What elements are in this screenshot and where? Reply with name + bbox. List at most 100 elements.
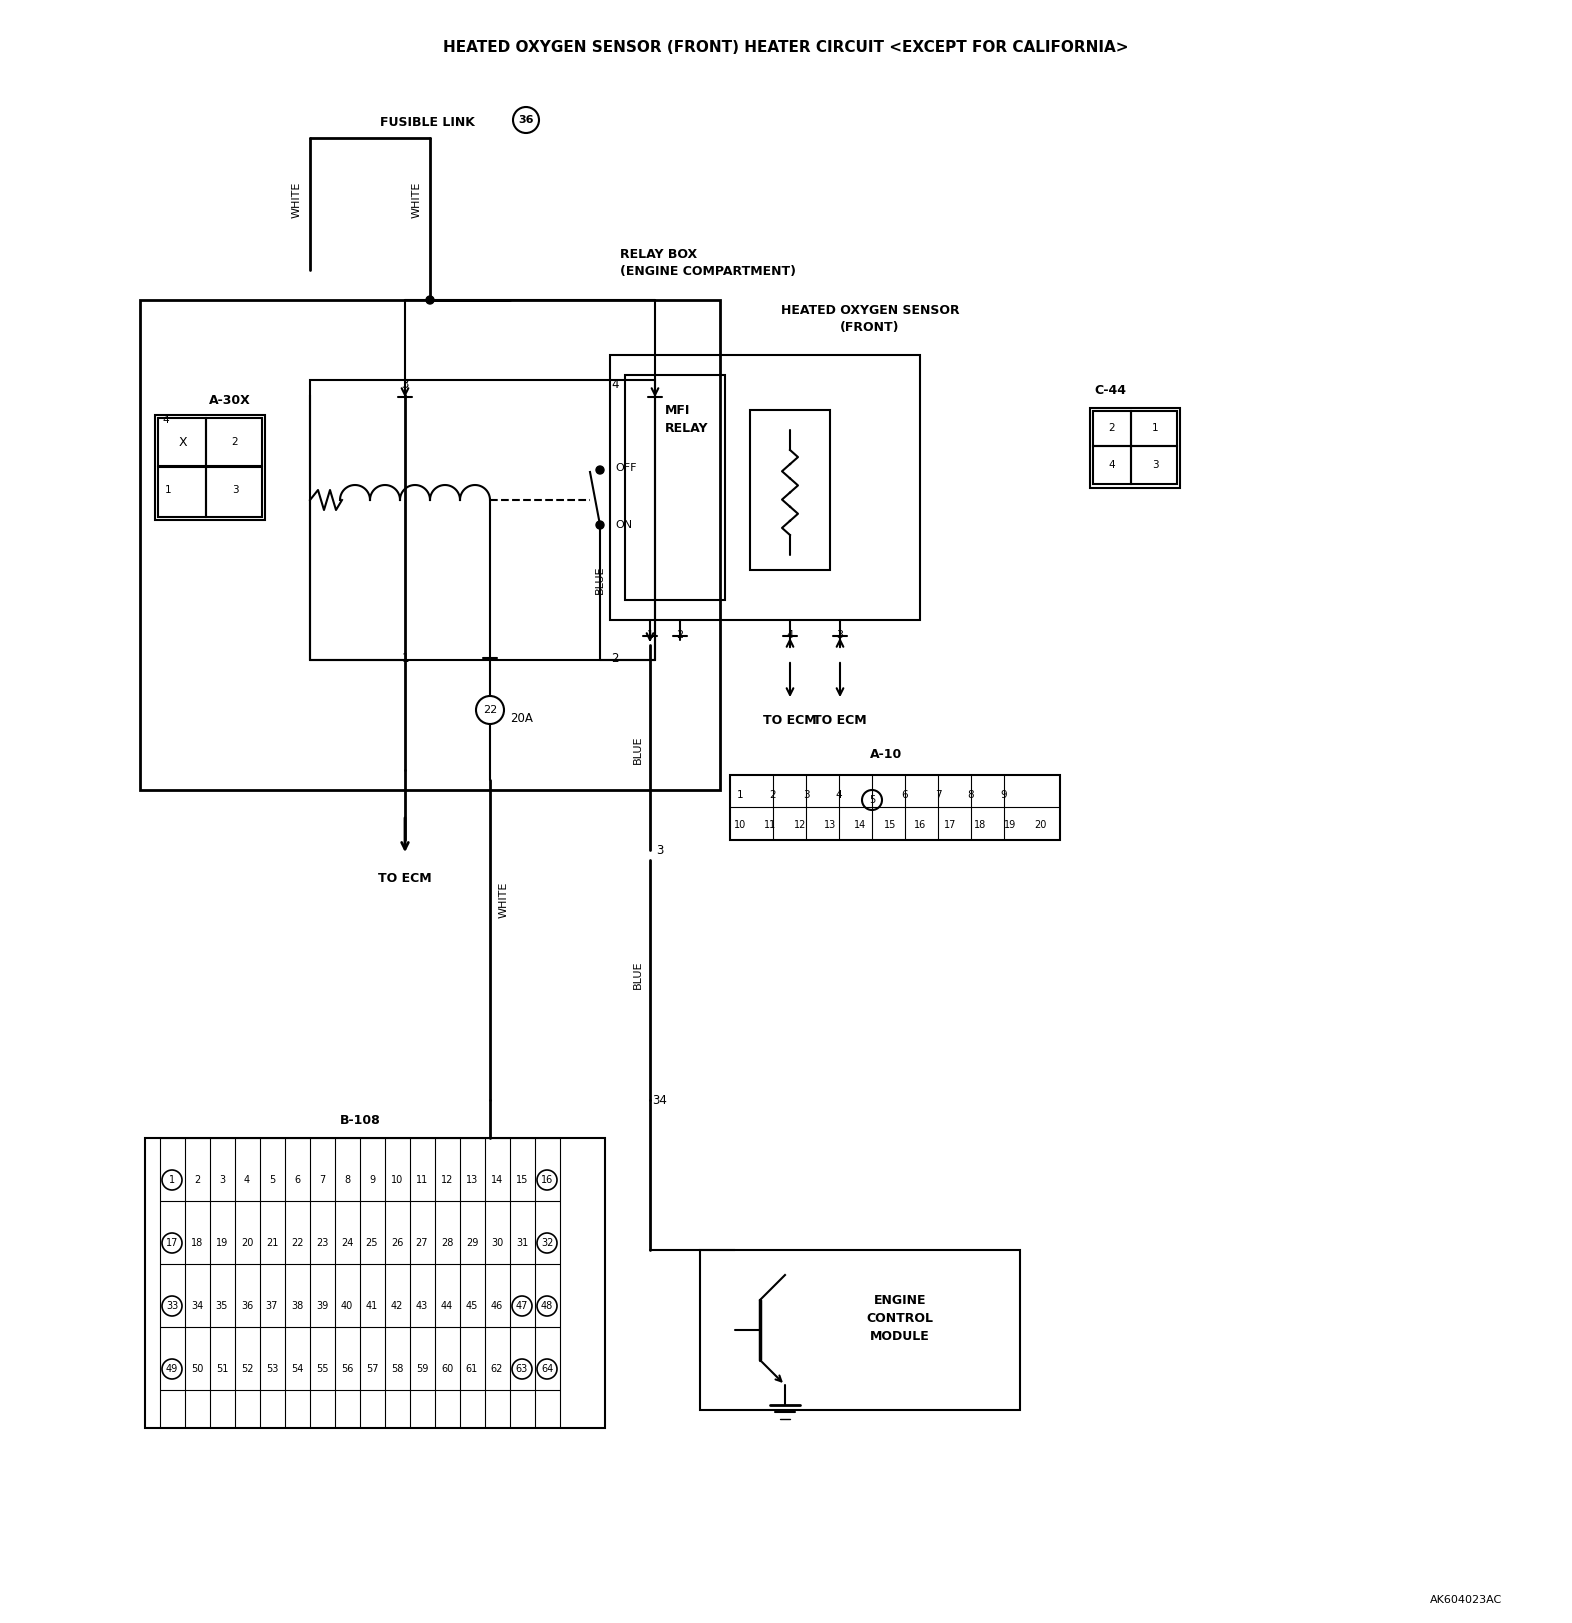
Text: 13: 13	[824, 820, 836, 829]
Text: 53: 53	[266, 1363, 278, 1375]
Text: 1: 1	[165, 485, 171, 495]
Circle shape	[538, 1358, 556, 1380]
Bar	[700, 1250, 1020, 1410]
Circle shape	[596, 521, 604, 529]
Text: 54: 54	[291, 1363, 303, 1375]
Circle shape	[162, 1233, 182, 1253]
Text: 3: 3	[657, 844, 663, 857]
Bar	[610, 355, 920, 620]
Text: 1: 1	[646, 630, 654, 639]
Text: 7: 7	[319, 1175, 325, 1185]
Bar	[1130, 411, 1177, 446]
Text: 5: 5	[869, 795, 876, 805]
Text: TO ECM: TO ECM	[762, 714, 817, 727]
Text: BLUE: BLUE	[634, 735, 643, 764]
Text: 41: 41	[366, 1302, 379, 1311]
Text: AK604023AC: AK604023AC	[1431, 1595, 1503, 1605]
Text: 25: 25	[366, 1238, 379, 1248]
Text: C-44: C-44	[1094, 383, 1126, 396]
Text: 3: 3	[1152, 459, 1159, 471]
Text: 8: 8	[968, 790, 975, 800]
Text: 35: 35	[215, 1302, 228, 1311]
Text: 4: 4	[162, 415, 168, 425]
Text: 1: 1	[401, 651, 409, 664]
Circle shape	[162, 1358, 182, 1380]
Text: 3: 3	[219, 1175, 225, 1185]
Bar	[159, 419, 206, 466]
Text: 4: 4	[1108, 459, 1115, 471]
Text: 14: 14	[854, 820, 866, 829]
Text: 19: 19	[1005, 820, 1016, 829]
Bar	[1093, 411, 1130, 446]
Text: 19: 19	[215, 1238, 228, 1248]
Text: 59: 59	[417, 1363, 428, 1375]
Text: 22: 22	[483, 704, 497, 716]
Circle shape	[538, 1233, 556, 1253]
Circle shape	[861, 790, 882, 810]
Text: WHITE: WHITE	[292, 182, 302, 217]
Text: 2: 2	[770, 790, 777, 800]
Text: WHITE: WHITE	[498, 881, 509, 919]
Bar	[145, 1138, 605, 1428]
Text: 63: 63	[516, 1363, 528, 1375]
Text: 23: 23	[316, 1238, 329, 1248]
Text: MFI: MFI	[665, 404, 690, 417]
Text: 20A: 20A	[509, 711, 533, 724]
Text: 48: 48	[541, 1302, 553, 1311]
Text: 36: 36	[519, 115, 534, 125]
Circle shape	[162, 1170, 182, 1190]
Text: ENGINE: ENGINE	[874, 1294, 926, 1307]
Bar	[1130, 446, 1177, 484]
Text: 11: 11	[764, 820, 777, 829]
Text: 39: 39	[316, 1302, 329, 1311]
Text: TO ECM: TO ECM	[379, 872, 432, 885]
Text: MODULE: MODULE	[871, 1329, 931, 1342]
Text: 49: 49	[167, 1363, 178, 1375]
Bar	[729, 776, 1060, 841]
Bar	[750, 411, 830, 570]
Text: 58: 58	[391, 1363, 402, 1375]
Text: 24: 24	[341, 1238, 354, 1248]
Text: 28: 28	[440, 1238, 453, 1248]
Text: OFF: OFF	[615, 463, 637, 472]
Text: 3: 3	[803, 790, 810, 800]
Bar	[140, 300, 720, 790]
Text: 56: 56	[341, 1363, 354, 1375]
Text: 3: 3	[401, 378, 409, 391]
Bar	[206, 467, 263, 518]
Circle shape	[596, 466, 604, 474]
Text: 40: 40	[341, 1302, 354, 1311]
Circle shape	[538, 1170, 556, 1190]
Text: WHITE: WHITE	[412, 182, 421, 217]
Circle shape	[512, 1358, 531, 1380]
Text: 62: 62	[490, 1363, 503, 1375]
Text: 44: 44	[440, 1302, 453, 1311]
Text: CONTROL: CONTROL	[866, 1311, 934, 1324]
Text: 2: 2	[676, 630, 684, 639]
Text: 61: 61	[465, 1363, 478, 1375]
Text: 18: 18	[975, 820, 986, 829]
Text: 2: 2	[193, 1175, 200, 1185]
Bar	[310, 380, 656, 661]
Text: 47: 47	[516, 1302, 528, 1311]
Text: 42: 42	[391, 1302, 402, 1311]
Text: BLUE: BLUE	[594, 566, 605, 594]
Text: 17: 17	[943, 820, 956, 829]
Text: TO ECM: TO ECM	[813, 714, 866, 727]
Text: 1: 1	[168, 1175, 174, 1185]
Text: 11: 11	[417, 1175, 428, 1185]
Bar	[626, 375, 725, 601]
Text: 2: 2	[612, 651, 619, 664]
Text: 4: 4	[612, 378, 619, 391]
Bar	[156, 415, 266, 519]
Text: 57: 57	[366, 1363, 379, 1375]
Text: 20: 20	[241, 1238, 253, 1248]
Text: 8: 8	[344, 1175, 351, 1185]
Text: 43: 43	[417, 1302, 428, 1311]
Circle shape	[538, 1297, 556, 1316]
Text: 32: 32	[541, 1238, 553, 1248]
Text: RELAY: RELAY	[665, 422, 709, 435]
Text: 50: 50	[190, 1363, 203, 1375]
Text: 16: 16	[541, 1175, 553, 1185]
Text: 9: 9	[369, 1175, 376, 1185]
